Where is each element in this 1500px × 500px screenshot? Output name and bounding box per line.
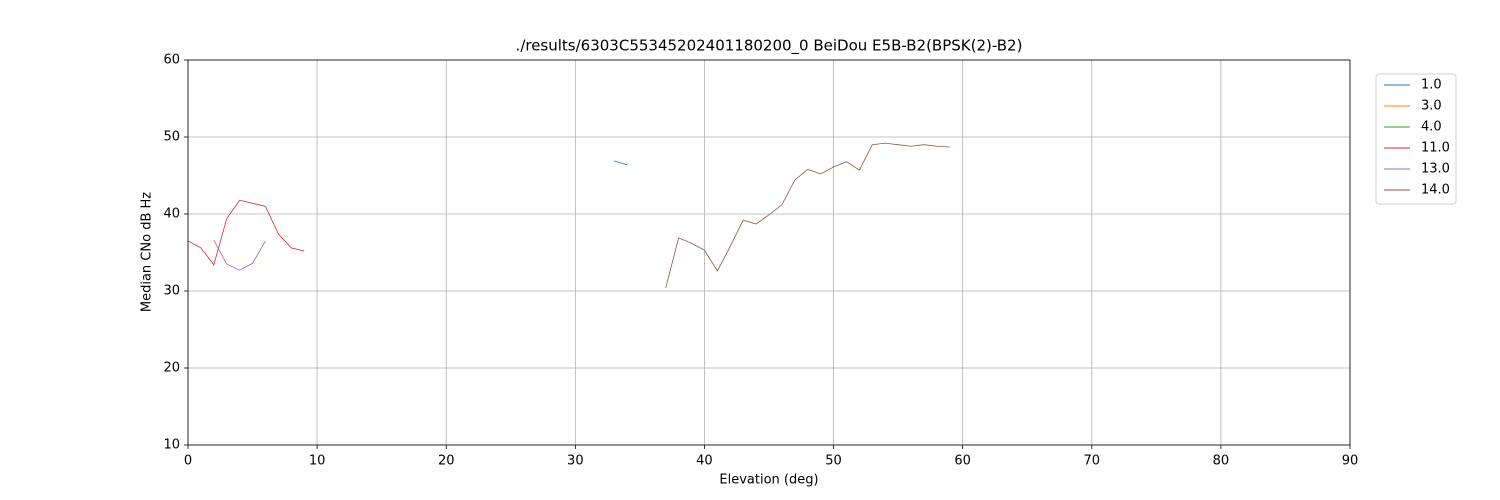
x-tick-label: 60 xyxy=(954,454,971,469)
y-tick-label: 50 xyxy=(163,130,180,145)
x-tick-label: 50 xyxy=(825,454,842,469)
y-tick-label: 60 xyxy=(163,53,180,68)
legend-label: 1.0 xyxy=(1421,78,1442,93)
x-tick-label: 30 xyxy=(567,454,584,469)
x-tick-label: 0 xyxy=(184,454,192,469)
legend-label: 3.0 xyxy=(1421,99,1442,114)
legend-label: 13.0 xyxy=(1421,162,1450,177)
legend-label: 11.0 xyxy=(1421,141,1450,156)
series-line xyxy=(213,239,266,271)
x-tick-label: 90 xyxy=(1342,454,1359,469)
x-tick-label: 20 xyxy=(438,454,455,469)
y-axis-label: Median CNo dB Hz xyxy=(140,192,155,312)
x-tick-label: 40 xyxy=(696,454,713,469)
legend-label: 14.0 xyxy=(1421,183,1450,198)
y-tick-label: 20 xyxy=(163,361,180,376)
legend-label: 4.0 xyxy=(1421,120,1442,135)
x-axis-label: Elevation (deg) xyxy=(719,473,818,488)
y-tick-label: 40 xyxy=(163,207,180,222)
series-line xyxy=(187,199,305,266)
plot-frame xyxy=(187,59,1351,446)
series-line xyxy=(613,160,628,166)
chart-title: ./results/6303C55345202401180200_0 BeiDo… xyxy=(516,37,1023,56)
x-tick-label: 80 xyxy=(1213,454,1230,469)
y-tick-label: 30 xyxy=(163,284,180,299)
x-tick-label: 10 xyxy=(309,454,326,469)
x-tick-label: 70 xyxy=(1084,454,1101,469)
y-tick-label: 10 xyxy=(163,438,180,453)
series-line xyxy=(665,142,950,289)
